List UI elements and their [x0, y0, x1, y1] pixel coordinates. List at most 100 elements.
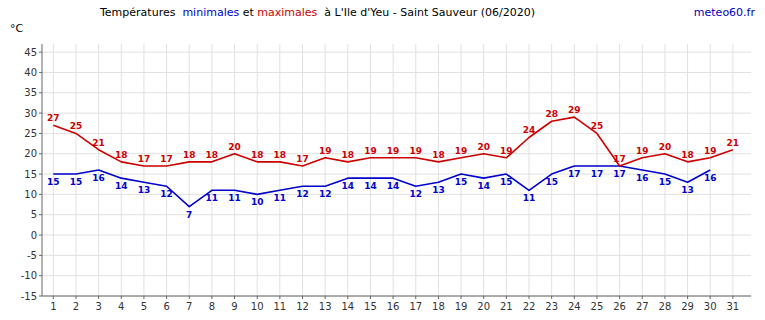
data-label: 15	[47, 177, 60, 187]
title-part: minimales	[182, 6, 239, 19]
series-line	[53, 166, 710, 207]
x-tick-label: 9	[231, 301, 237, 312]
data-label: 25	[70, 121, 83, 131]
y-tick	[39, 296, 42, 297]
y-tick	[39, 174, 42, 175]
y-tick	[39, 133, 42, 134]
data-label: 12	[319, 189, 332, 199]
data-label: 17	[138, 154, 151, 164]
x-tick	[325, 296, 326, 299]
x-tick	[393, 296, 394, 299]
grid-line-x	[53, 44, 54, 296]
data-label: 11	[206, 193, 219, 203]
x-tick-label: 30	[704, 301, 717, 312]
x-tick-label: 16	[387, 301, 400, 312]
grid-line-y	[42, 255, 751, 256]
data-label: 19	[319, 146, 332, 156]
data-label: 24	[523, 125, 536, 135]
data-label: 14	[364, 181, 377, 191]
data-label: 18	[681, 150, 694, 160]
data-label: 11	[523, 193, 536, 203]
grid-line-x	[506, 44, 507, 296]
y-tick-label: 30	[24, 108, 37, 119]
grid-line-x	[75, 44, 76, 296]
x-tick	[75, 296, 76, 299]
grid-line-x	[325, 44, 326, 296]
grid-line-x	[211, 44, 212, 296]
data-label: 21	[727, 138, 740, 148]
x-tick	[710, 296, 711, 299]
data-label: 16	[92, 173, 105, 183]
grid-line-y	[42, 275, 751, 276]
axes: -15-10-505101520253035404512345678910111…	[21, 44, 751, 312]
x-tick	[574, 296, 575, 299]
title-part: et	[239, 6, 257, 19]
data-label: 15	[659, 177, 672, 187]
data-label: 17	[613, 154, 626, 164]
data-label: 15	[70, 177, 83, 187]
x-tick-label: 1	[50, 301, 56, 312]
x-tick-label: 31	[727, 301, 740, 312]
data-label: 19	[704, 146, 717, 156]
data-label: 15	[545, 177, 558, 187]
x-tick-label: 26	[613, 301, 626, 312]
title: Températures minimales et maximales à L'…	[99, 6, 535, 19]
data-label: 20	[228, 142, 241, 152]
x-tick	[98, 296, 99, 299]
x-tick	[279, 296, 280, 299]
grid-line-y	[42, 72, 751, 73]
data-label: 25	[591, 121, 604, 131]
grid-line-x	[415, 44, 416, 296]
x-tick	[166, 296, 167, 299]
x-tick	[370, 296, 371, 299]
x-tick-label: 23	[545, 301, 558, 312]
x-tick	[302, 296, 303, 299]
grid-line-x	[438, 44, 439, 296]
x-tick-label: 27	[636, 301, 649, 312]
data-label: 19	[636, 146, 649, 156]
x-tick-label: 22	[523, 301, 536, 312]
data-label: 18	[342, 150, 355, 160]
x-tick	[506, 296, 507, 299]
data-label: 14	[477, 181, 490, 191]
x-tick-label: 17	[409, 301, 422, 312]
grid-line-x	[234, 44, 235, 296]
data-label: 7	[186, 210, 192, 220]
y-tick-label: 20	[24, 148, 37, 159]
x-tick	[461, 296, 462, 299]
x-tick	[234, 296, 235, 299]
y-axis-line	[42, 44, 43, 296]
grid-line-x	[302, 44, 303, 296]
data-label: 18	[183, 150, 196, 160]
data-label: 15	[455, 177, 468, 187]
data-label: 19	[500, 146, 513, 156]
data-label: 17	[613, 169, 626, 179]
y-tick	[39, 255, 42, 256]
grid-line-x	[461, 44, 462, 296]
data-label: 20	[659, 142, 672, 152]
y-tick	[39, 194, 42, 195]
data-label: 13	[138, 185, 151, 195]
grid-line-y	[42, 52, 751, 53]
grid-line-x	[732, 44, 733, 296]
grid-line-x	[121, 44, 122, 296]
title-part: maximales	[257, 6, 317, 19]
grid-line-x	[143, 44, 144, 296]
y-tick	[39, 153, 42, 154]
x-tick	[687, 296, 688, 299]
data-label: 14	[387, 181, 400, 191]
data-label: 16	[636, 173, 649, 183]
x-tick-label: 12	[296, 301, 309, 312]
x-tick	[483, 296, 484, 299]
data-label: 17	[296, 154, 309, 164]
data-label: 17	[591, 169, 604, 179]
data-label: 19	[387, 146, 400, 156]
y-tick	[39, 214, 42, 215]
data-label: 17	[568, 169, 581, 179]
data-label: 15	[500, 177, 513, 187]
y-tick	[39, 235, 42, 236]
title-part: à L'Ile d'Yeu - Saint Sauveur (06/2020)	[317, 6, 535, 19]
y-tick-label: 5	[31, 209, 37, 220]
x-tick	[415, 296, 416, 299]
series-line	[53, 117, 733, 166]
